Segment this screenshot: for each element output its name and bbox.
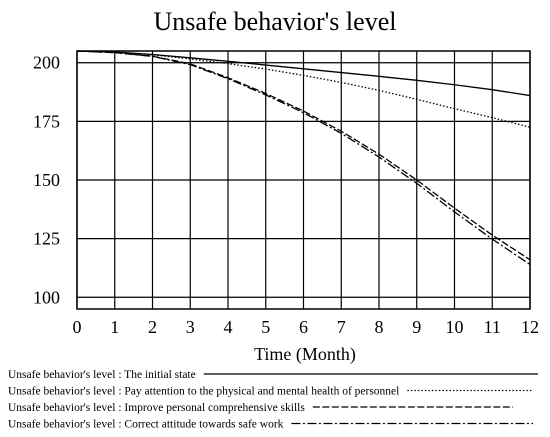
y-tick-label: 175 (33, 111, 60, 131)
x-tick-label: 0 (73, 317, 82, 337)
y-tick-label: 200 (33, 53, 60, 73)
legend-label-3: Unsafe behavior's level : Improve person… (8, 402, 305, 414)
x-tick-label: 9 (412, 317, 421, 337)
y-axis-ticks: 100 125 150 175 200 (33, 53, 60, 308)
x-tick-label: 3 (186, 317, 195, 337)
x-axis-ticks: 0 1 2 3 4 5 6 7 8 9 10 11 12 (73, 317, 540, 337)
y-tick-label: 125 (33, 229, 60, 249)
legend-label-2: Unsafe behavior's level : Pay attention … (8, 386, 399, 398)
series-line-1 (76, 50, 531, 97)
x-axis-label: Time (Month) (254, 344, 356, 365)
x-tick-label: 7 (337, 317, 346, 337)
legend-label-4: Unsafe behavior's level : Correct attitu… (8, 419, 284, 431)
x-tick-label: 8 (375, 317, 384, 337)
x-tick-label: 5 (261, 317, 270, 337)
x-tick-label: 12 (521, 317, 539, 337)
y-tick-label: 150 (33, 170, 60, 190)
x-tick-label: 4 (224, 317, 233, 337)
x-tick-label: 10 (446, 317, 464, 337)
chart-title: Unsafe behavior's level (154, 7, 397, 36)
x-tick-label: 2 (148, 317, 157, 337)
legend-label-1: Unsafe behavior's level : The initial st… (8, 369, 196, 381)
plot-frame (76, 50, 531, 310)
legend: Unsafe behavior's level : The initial st… (8, 369, 538, 431)
x-tick-label: 1 (110, 317, 119, 337)
y-tick-label: 100 (33, 287, 60, 307)
grid-lines (76, 51, 531, 309)
series-layer (76, 50, 531, 265)
x-tick-label: 6 (299, 317, 308, 337)
series-line-4 (76, 50, 531, 265)
series-line-2 (76, 50, 531, 128)
x-tick-label: 11 (484, 317, 501, 337)
